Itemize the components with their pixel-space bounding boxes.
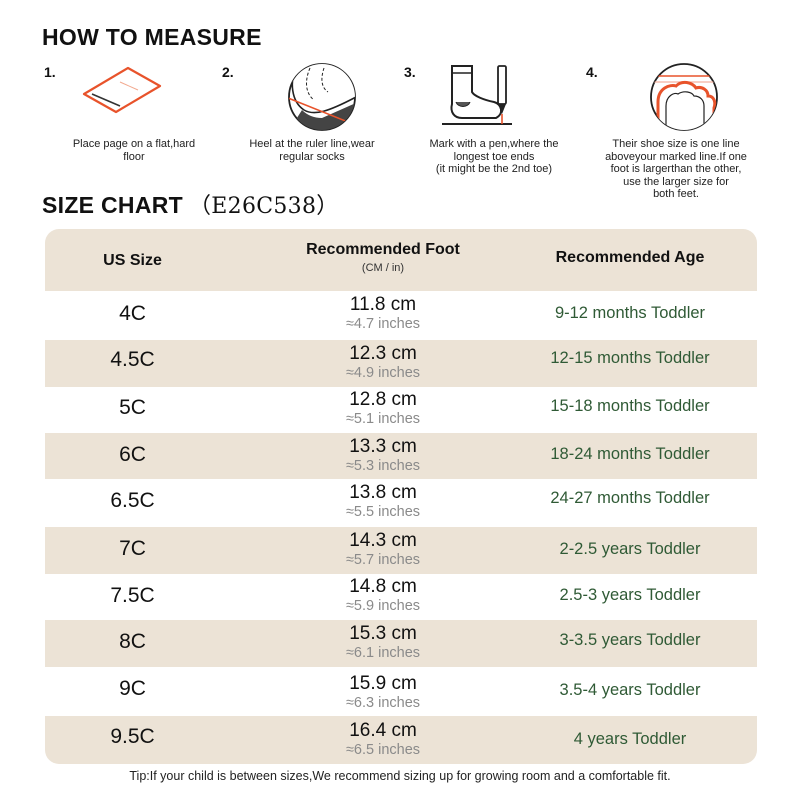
us-size-cell: 8C [119, 630, 146, 653]
heel-on-line-icon [288, 63, 356, 131]
table-row: 4.5C 12.3 cm ≈4.9 inches 12-15 months Toddl… [45, 340, 757, 387]
foot-length-inches: ≈6.5 inches [345, 742, 421, 758]
us-size-cell: 7C [119, 537, 146, 560]
foot-length-cm: 12.3 cm [349, 343, 417, 364]
recommended-age-cell: 15-18 months Toddler [550, 397, 710, 415]
model-number: （E26C538） [189, 194, 339, 219]
us-size-cell: 6.5C [110, 489, 155, 512]
recommended-age-cell: 12-15 months Toddler [550, 349, 710, 367]
foot-length-cm: 13.3 cm [349, 436, 417, 457]
foot-length-cm: 13.8 cm [349, 482, 417, 503]
header-recommended-age: Recommended Age [555, 249, 705, 266]
paper-ruler-icon [82, 66, 162, 114]
foot-length-inches: ≈5.9 inches [345, 598, 421, 614]
recommended-age-cell: 3.5-4 years Toddler [559, 681, 701, 699]
step-number: 2. [222, 64, 234, 80]
foot-length-inches: ≈4.7 inches [345, 316, 421, 332]
measure-step-1: 1. Place page on a flat,hard floor [44, 62, 224, 202]
foot-length-inches: ≈6.1 inches [345, 645, 421, 661]
foot-length-cell: 15.9 cm ≈6.3 inches [303, 674, 463, 712]
us-size-cell: 9C [119, 677, 146, 700]
table-row: 4C 11.8 cm ≈4.7 inches 9-12 months Toddler [45, 291, 757, 340]
us-size-cell: 5C [119, 396, 146, 419]
foot-length-cell: 16.4 cm ≈6.5 inches [303, 721, 463, 759]
foot-length-inches: ≈5.1 inches [345, 411, 421, 427]
foot-length-cm: 16.4 cm [349, 720, 417, 741]
measure-step-3: 3. Mark with a pen,where the longest toe… [404, 62, 584, 202]
size-chart-heading: SIZE CHART [42, 192, 183, 218]
foot-length-cm: 11.8 cm [349, 294, 417, 315]
table-row: 6.5C 13.8 cm ≈5.5 inches 24-27 months Toddl… [45, 479, 757, 527]
recommended-age-cell: 2-2.5 years Toddler [559, 540, 701, 558]
sizing-tip: Tip:If your child is between sizes,We re… [129, 769, 671, 783]
recommended-age-cell: 2.5-3 years Toddler [559, 586, 701, 604]
table-row: 7C 14.3 cm ≈5.7 inches 2-2.5 years Toddler [45, 527, 757, 574]
step-caption: Heel at the ruler line,wear regular sock… [249, 138, 375, 163]
toe-line-icon [650, 63, 718, 131]
foot-length-cell: 13.8 cm ≈5.5 inches [303, 483, 463, 521]
foot-length-inches: ≈5.3 inches [345, 458, 421, 474]
table-row: 6C 13.3 cm ≈5.3 inches 18-24 months Toddler [45, 433, 757, 479]
recommended-age-cell: 4 years Toddler [573, 730, 687, 748]
table-row: 5C 12.8 cm ≈5.1 inches 15-18 months Toddler [45, 387, 757, 433]
foot-length-cell: 12.3 cm ≈4.9 inches [303, 344, 463, 382]
measure-step-2: 2. Heel at the ruler line,wear regular s… [222, 62, 402, 202]
step-caption: Place page on a flat,hard floor [72, 138, 196, 163]
recommended-age-cell: 18-24 months Toddler [550, 445, 710, 463]
header-us-size: US Size [103, 252, 162, 269]
foot-length-cell: 14.8 cm ≈5.9 inches [303, 577, 463, 615]
us-size-cell: 4.5C [110, 348, 155, 371]
table-row: 7.5C 14.8 cm ≈5.9 inches 2.5-3 years Toddle… [45, 574, 757, 620]
header-foot-label: Recommended Foot [306, 241, 460, 258]
foot-length-inches: ≈6.3 inches [345, 695, 421, 711]
recommended-age-cell: 9-12 months Toddler [554, 304, 706, 322]
foot-length-cm: 12.8 cm [349, 389, 417, 410]
foot-length-inches: ≈5.5 inches [345, 504, 421, 520]
foot-length-inches: ≈4.9 inches [345, 365, 421, 381]
us-size-cell: 4C [119, 302, 146, 325]
us-size-cell: 6C [119, 443, 146, 466]
size-chart-title: SIZE CHART （E26C538） [42, 188, 339, 220]
header-foot-units: (CM / in) [361, 262, 405, 274]
step-number: 4. [586, 64, 598, 80]
table-row: 9C 15.9 cm ≈6.3 inches 3.5-4 years Toddler [45, 667, 757, 716]
table-row: 8C 15.3 cm ≈6.1 inches 3-3.5 years Toddler [45, 620, 757, 667]
recommended-age-cell: 24-27 months Toddler [550, 489, 710, 507]
step-number: 3. [404, 64, 416, 80]
measure-step-4: 4. Their shoe size is one line aboveyour… [586, 62, 766, 202]
foot-length-cell: 14.3 cm ≈5.7 inches [303, 531, 463, 569]
foot-length-cm: 15.9 cm [349, 673, 417, 694]
how-to-measure-title: HOW TO MEASURE [42, 24, 262, 50]
us-size-cell: 7.5C [110, 584, 155, 607]
foot-length-cell: 11.8 cm ≈4.7 inches [303, 295, 463, 333]
sock-pen-icon [442, 65, 512, 125]
size-chart-table: US Size Recommended Foot (CM / in) Recom… [45, 229, 757, 764]
step-number: 1. [44, 64, 56, 80]
foot-length-cm: 14.8 cm [349, 576, 417, 597]
foot-length-cell: 12.8 cm ≈5.1 inches [303, 390, 463, 428]
us-size-cell: 9.5C [110, 725, 155, 748]
header-recommended-foot: Recommended Foot (CM / in) [263, 241, 503, 274]
foot-length-cm: 15.3 cm [349, 623, 417, 644]
foot-length-cell: 13.3 cm ≈5.3 inches [303, 437, 463, 475]
foot-length-cm: 14.3 cm [349, 530, 417, 551]
step-caption: Mark with a pen,where the longest toe en… [429, 138, 559, 175]
recommended-age-cell: 3-3.5 years Toddler [559, 631, 701, 649]
table-header: US Size Recommended Foot (CM / in) Recom… [45, 229, 757, 291]
foot-length-cell: 15.3 cm ≈6.1 inches [303, 624, 463, 662]
foot-length-inches: ≈5.7 inches [345, 552, 421, 568]
table-row: 9.5C 16.4 cm ≈6.5 inches 4 years Toddler [45, 716, 757, 764]
step-caption: Their shoe size is one line aboveyour ma… [605, 138, 747, 200]
